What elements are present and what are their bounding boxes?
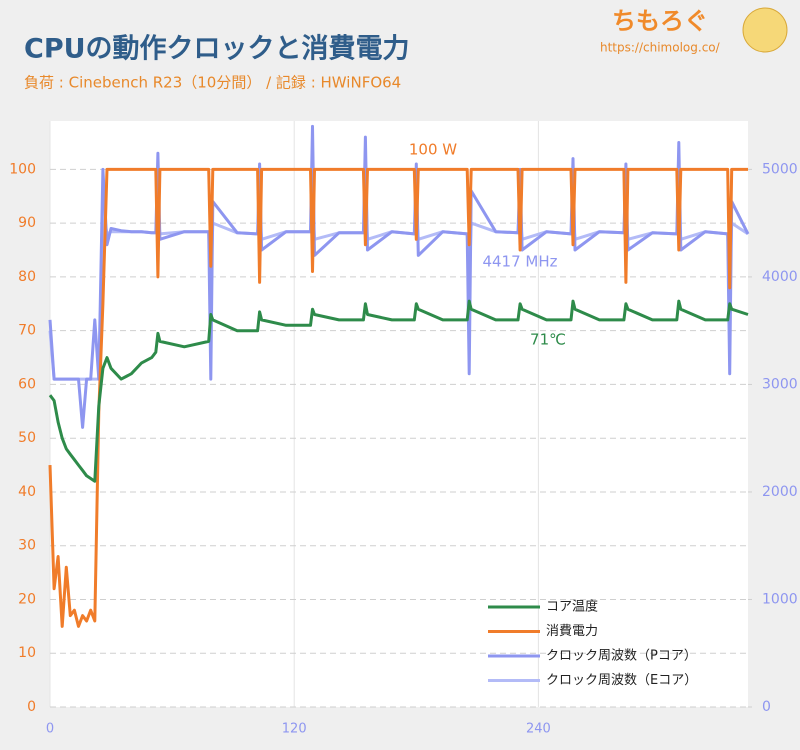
annotation: 71℃: [530, 331, 566, 349]
chart-subtitle: 負荷 : Cinebench R23（10分間） / 記録 : HWiNFO64: [24, 74, 401, 92]
x-tick-label: 0: [46, 722, 54, 737]
y-tick-label: 60: [18, 376, 36, 392]
legend-label: コア温度: [546, 599, 598, 615]
x-tick-label: 120: [282, 722, 307, 737]
y2-tick-label: 5000: [762, 161, 798, 177]
annotation: 4417 MHz: [482, 253, 557, 271]
y-tick-label: 0: [27, 699, 36, 715]
y-tick-label: 50: [18, 430, 36, 446]
chart-title: CPUの動作クロックと消費電力: [24, 34, 410, 65]
y-tick-label: 40: [18, 484, 36, 500]
y-tick-label: 20: [18, 591, 36, 607]
y-tick-label: 30: [18, 538, 36, 554]
y-tick-label: 100: [9, 161, 36, 177]
y-tick-label: 80: [18, 269, 36, 285]
y2-tick-label: 3000: [762, 376, 798, 392]
logo-icon: [742, 7, 788, 53]
y-tick-label: 10: [18, 645, 36, 661]
y2-tick-label: 2000: [762, 484, 798, 500]
legend-label: クロック周波数（Eコア）: [546, 673, 697, 688]
legend-label: クロック周波数（Pコア）: [546, 649, 697, 664]
y-tick-label: 70: [18, 323, 36, 339]
y2-tick-label: 1000: [762, 591, 798, 607]
y2-tick-label: 0: [762, 699, 771, 715]
legend-label: 消費電力: [546, 624, 598, 639]
logo-name: ちもろぐ: [612, 7, 708, 35]
y-tick-label: 90: [18, 215, 36, 231]
annotation: 100 W: [409, 141, 457, 159]
series-line: [48, 299, 749, 483]
logo-url: https://chimolog.co/: [600, 41, 721, 55]
plot-area: [50, 121, 748, 707]
x-tick-label: 240: [526, 722, 551, 737]
series-line: [48, 167, 748, 628]
y2-tick-label: 4000: [762, 269, 798, 285]
